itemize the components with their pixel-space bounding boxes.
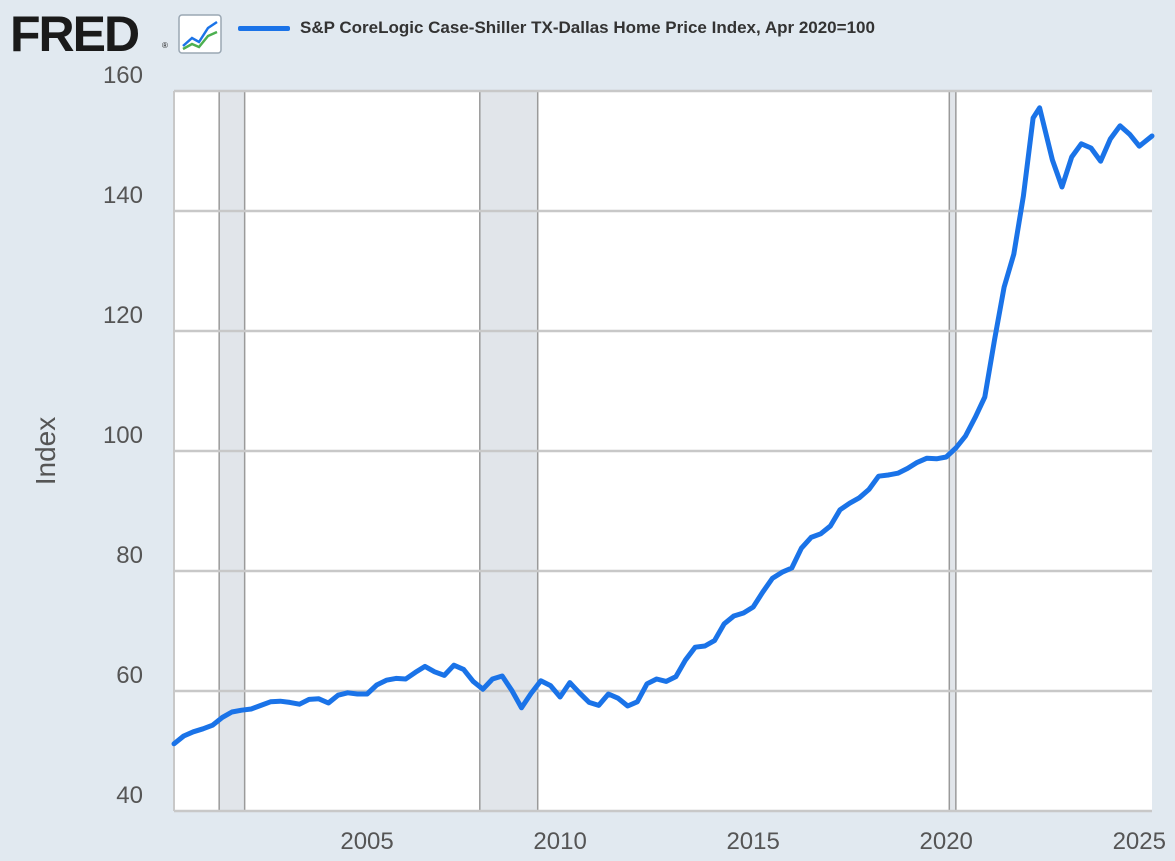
y-tick-label: 140 — [103, 182, 143, 209]
y-tick-label: 60 — [116, 662, 143, 689]
x-axis-ticks: 2005 2010 2015 2020 2025 — [340, 828, 1166, 855]
y-tick-label: 100 — [103, 422, 143, 449]
gridlines — [173, 89, 1152, 813]
legend-swatch — [238, 25, 290, 31]
x-tick-label: 2025 — [1113, 828, 1166, 855]
series-layer — [171, 105, 1155, 747]
line-chart-icon — [178, 14, 222, 54]
y-tick-label: 80 — [116, 542, 143, 569]
y-axis-title: Index — [30, 417, 61, 486]
legend: S&P CoreLogic Case-Shiller TX-Dallas Hom… — [238, 16, 875, 40]
fred-logo-registered-mark: ® — [162, 41, 168, 50]
fred-logo[interactable]: FRED — [10, 6, 140, 62]
x-tick-label: 2010 — [533, 828, 586, 855]
x-tick-label: 2015 — [726, 828, 779, 855]
legend-series-label[interactable]: S&P CoreLogic Case-Shiller TX-Dallas Hom… — [300, 18, 875, 37]
x-tick-label: 2020 — [920, 828, 973, 855]
series-line — [171, 105, 1155, 747]
x-tick-label: 2005 — [340, 828, 393, 855]
y-tick-label: 160 — [103, 62, 143, 89]
y-tick-label: 120 — [103, 302, 143, 329]
y-tick-label: 40 — [116, 782, 143, 809]
chart-header: FRED ® S&P CoreLogic Case-Shiller TX-Dal… — [0, 0, 1175, 70]
y-axis-ticks: 40 60 80 100 120 140 160 — [103, 62, 143, 809]
